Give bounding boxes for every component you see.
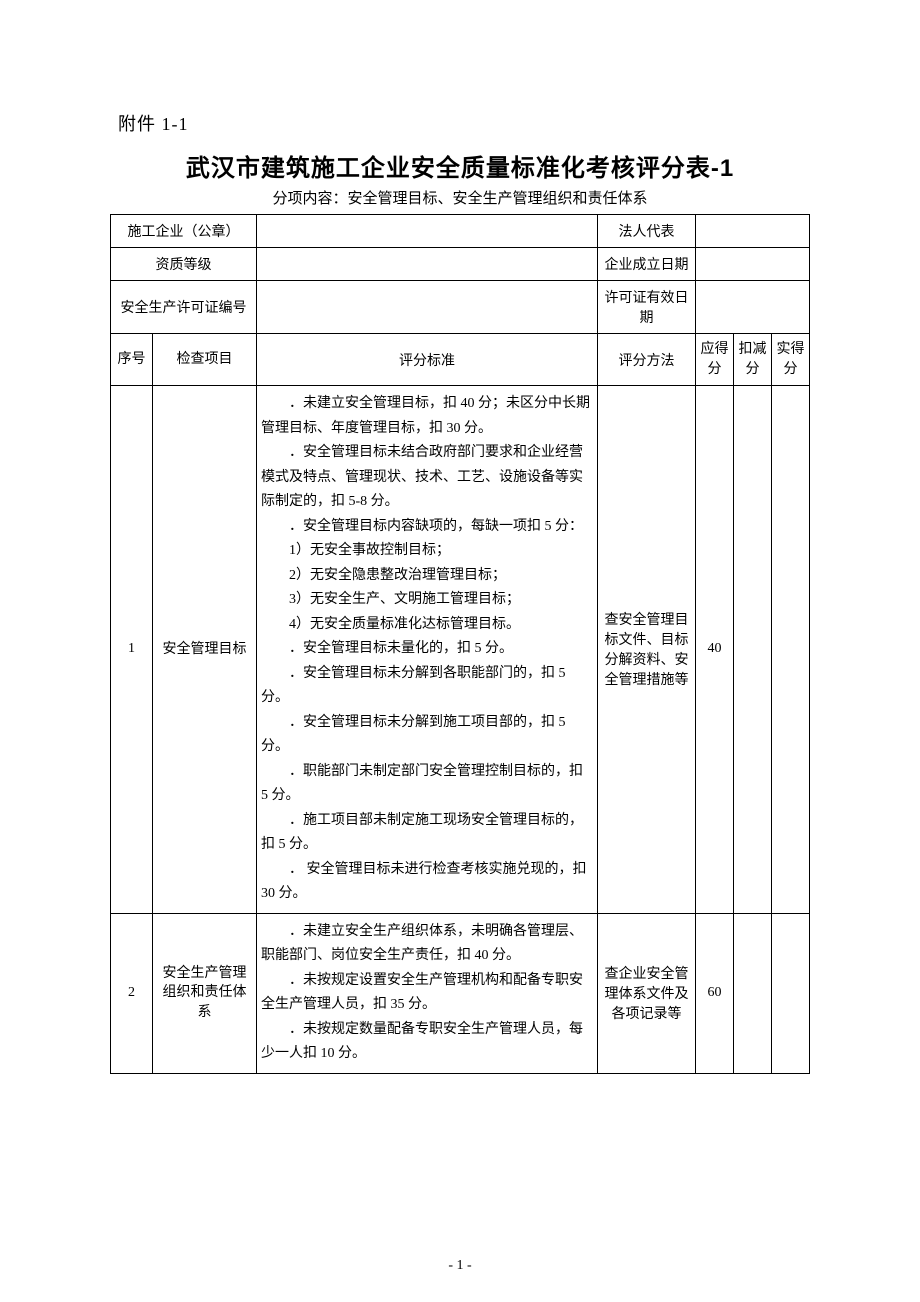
page-subtitle: 分项内容：安全管理目标、安全生产管理组织和责任体系	[110, 187, 810, 208]
label-license-expiry: 许可证有效日期	[598, 281, 696, 334]
label-legal-rep: 法人代表	[598, 215, 696, 248]
column-header-row: 序号 检查项目 评分标准 评分方法 应得分 扣减分 实得分	[111, 334, 810, 386]
label-establish-date: 企业成立日期	[598, 248, 696, 281]
page-title: 武汉市建筑施工企业安全质量标准化考核评分表-1	[110, 148, 810, 183]
cell-item: 安全管理目标	[153, 386, 257, 914]
criteria-line: 3）无安全生产、文明施工管理目标；	[261, 588, 593, 613]
page: 附件 1-1 武汉市建筑施工企业安全质量标准化考核评分表-1 分项内容：安全管理…	[0, 0, 920, 1302]
criteria-line: ．安全管理目标未分解到施工项目部的，扣 5 分。	[261, 711, 593, 760]
attachment-label: 附件 1-1	[110, 110, 810, 136]
col-actual: 实得分	[772, 334, 810, 386]
criteria-line: ． 安全管理目标未进行检查考核实施兑现的，扣 30 分。	[261, 858, 593, 907]
page-number: - 1 -	[0, 1258, 920, 1274]
table-row: 2 安全生产管理组织和责任体系 ．未建立安全生产组织体系，未明确各管理层、职能部…	[111, 913, 810, 1073]
cell-seq: 2	[111, 913, 153, 1073]
value-grade	[257, 248, 598, 281]
criteria-line: 2）无安全隐患整改治理管理目标；	[261, 564, 593, 589]
criteria-line: ．安全管理目标未结合政府部门要求和企业经营模式及特点、管理现状、技术、工艺、设施…	[261, 441, 593, 515]
criteria-line: ．施工项目部未制定施工现场安全管理目标的，扣 5 分。	[261, 809, 593, 858]
cell-deduct	[734, 386, 772, 914]
label-grade: 资质等级	[111, 248, 257, 281]
cell-method: 查安全管理目标文件、目标分解资料、安全管理措施等	[598, 386, 696, 914]
cell-actual	[772, 386, 810, 914]
criteria-line: 4）无安全质量标准化达标管理目标。	[261, 613, 593, 638]
cell-deduct	[734, 913, 772, 1073]
cell-should: 60	[696, 913, 734, 1073]
score-table: 施工企业（公章） 法人代表 资质等级 企业成立日期 安全生产许可证编号 许可证有…	[110, 214, 810, 1074]
cell-actual	[772, 913, 810, 1073]
criteria-line: ．安全管理目标未量化的，扣 5 分。	[261, 637, 593, 662]
header-row-license: 安全生产许可证编号 许可证有效日期	[111, 281, 810, 334]
header-row-company: 施工企业（公章） 法人代表	[111, 215, 810, 248]
label-company: 施工企业（公章）	[111, 215, 257, 248]
value-license-expiry	[696, 281, 810, 334]
cell-criteria: ．未建立安全管理目标，扣 40 分；未区分中长期管理目标、年度管理目标，扣 30…	[257, 386, 598, 914]
criteria-line: ．安全管理目标内容缺项的，每缺一项扣 5 分：	[261, 515, 593, 540]
cell-criteria: ．未建立安全生产组织体系，未明确各管理层、职能部门、岗位安全生产责任，扣 40 …	[257, 913, 598, 1073]
col-should: 应得分	[696, 334, 734, 386]
col-criteria: 评分标准	[257, 334, 598, 386]
criteria-line: ．未建立安全生产组织体系，未明确各管理层、职能部门、岗位安全生产责任，扣 40 …	[261, 920, 593, 969]
criteria-line: ．未按规定设置安全生产管理机构和配备专职安全生产管理人员，扣 35 分。	[261, 969, 593, 1018]
value-license-no	[257, 281, 598, 334]
table-row: 1 安全管理目标 ．未建立安全管理目标，扣 40 分；未区分中长期管理目标、年度…	[111, 386, 810, 914]
value-company	[257, 215, 598, 248]
label-license-no: 安全生产许可证编号	[111, 281, 257, 334]
value-establish-date	[696, 248, 810, 281]
criteria-line: ．职能部门未制定部门安全管理控制目标的，扣 5 分。	[261, 760, 593, 809]
cell-should: 40	[696, 386, 734, 914]
cell-method: 查企业安全管理体系文件及各项记录等	[598, 913, 696, 1073]
criteria-line: ．未按规定数量配备专职安全生产管理人员，每少一人扣 10 分。	[261, 1018, 593, 1067]
criteria-line: ．未建立安全管理目标，扣 40 分；未区分中长期管理目标、年度管理目标，扣 30…	[261, 392, 593, 441]
criteria-line: 1）无安全事故控制目标；	[261, 539, 593, 564]
value-legal-rep	[696, 215, 810, 248]
col-seq: 序号	[111, 334, 153, 386]
cell-seq: 1	[111, 386, 153, 914]
col-item: 检查项目	[153, 334, 257, 386]
col-method: 评分方法	[598, 334, 696, 386]
header-row-grade: 资质等级 企业成立日期	[111, 248, 810, 281]
cell-item: 安全生产管理组织和责任体系	[153, 913, 257, 1073]
col-deduct: 扣减分	[734, 334, 772, 386]
criteria-line: ．安全管理目标未分解到各职能部门的，扣 5 分。	[261, 662, 593, 711]
